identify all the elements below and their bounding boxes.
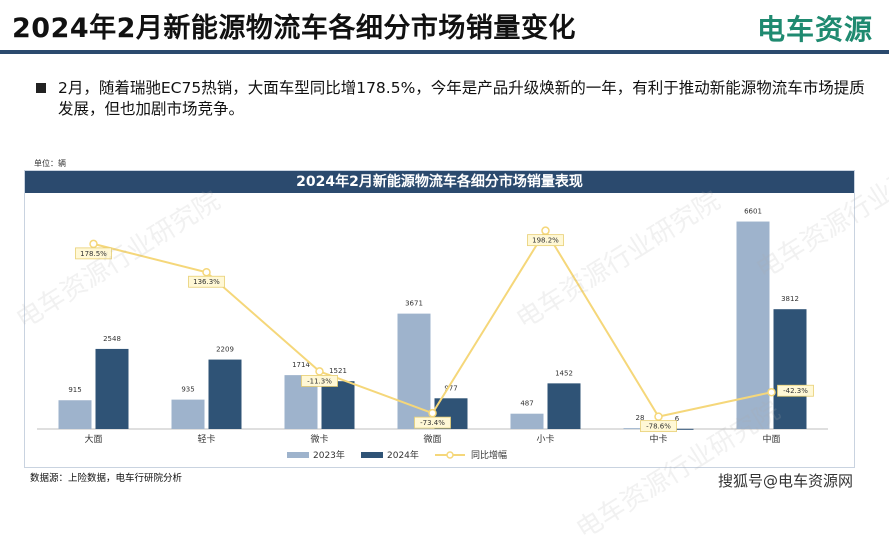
bar [58, 400, 92, 429]
x-tick-label: 大面 [84, 433, 102, 445]
growth-line [93, 228, 772, 418]
data-label: 1521 [329, 367, 347, 375]
data-label: 1714 [292, 361, 310, 369]
legend-swatch [287, 452, 309, 458]
x-tick-label: 轻卡 [197, 433, 215, 445]
line-label-box [75, 247, 112, 260]
bar [397, 313, 431, 429]
bar [773, 309, 807, 429]
bar [623, 428, 657, 430]
legend-label: 2024年 [387, 449, 419, 461]
sales-chart: 915 2548 大面 935 2209 轻卡 1714 1521 微卡 3671 977 微面 487… [37, 208, 828, 461]
x-tick-label: 中面 [762, 433, 780, 445]
bar [660, 428, 694, 430]
line-point [428, 408, 437, 418]
legend-label: 同比增幅 [471, 449, 507, 461]
bar [321, 381, 355, 429]
line-point [202, 267, 211, 277]
page-title: 2024年2月新能源物流车各细分市场销量变化 [12, 13, 576, 44]
data-label: 977 [444, 384, 457, 392]
summary-bullet: 2月，随着瑞驰EC75热销，大面车型同比增178.5%，今年是产品升级焕新的一年… [36, 78, 866, 120]
line-data-label: -73.4% [420, 419, 445, 427]
title-divider [0, 50, 889, 54]
bar [95, 348, 129, 429]
line-point [541, 226, 550, 235]
x-tick-label: 中卡 [649, 433, 667, 445]
line-point [315, 367, 324, 376]
chart-panel: 2024年2月新能源物流车各细分市场销量表现 915 2548 大面 935 2209 轻… [24, 170, 855, 468]
source-note: 数据源：上险数据，电车行研院分析 [30, 473, 183, 484]
line-data-label: -42.3% [783, 387, 808, 395]
unit-label: 单位：辆 [34, 159, 66, 168]
legend-marker-icon [446, 451, 454, 459]
data-label: 6601 [744, 208, 762, 216]
data-label: 1452 [555, 369, 573, 377]
line-point [89, 239, 98, 249]
line-label-box [777, 384, 814, 397]
summary-text: 2月，随着瑞驰EC75热销，大面车型同比增178.5%，今年是产品升级焕新的一年… [58, 79, 865, 118]
line-point [767, 387, 776, 397]
data-label: 3812 [781, 295, 799, 303]
data-label: 6 [675, 415, 680, 423]
line-label-box [301, 375, 338, 387]
line-data-label: -78.6% [646, 423, 671, 431]
data-label: 3671 [405, 300, 423, 308]
line-label-box [188, 275, 225, 288]
x-tick-label: 微卡 [310, 433, 328, 445]
bar [547, 383, 581, 429]
line-data-label: -11.3% [307, 377, 332, 385]
line-point [654, 412, 663, 421]
legend-label: 2023年 [313, 449, 345, 461]
line-data-label: 178.5% [80, 250, 107, 258]
bar [171, 399, 205, 429]
data-label: 2209 [216, 346, 234, 354]
data-label: 2548 [103, 335, 121, 343]
line-label-box [640, 420, 677, 433]
legend-swatch [361, 452, 383, 458]
x-tick-label: 微面 [423, 433, 441, 445]
data-label: 915 [68, 386, 81, 394]
data-label: 935 [181, 386, 194, 394]
line-data-label: 198.2% [532, 237, 559, 245]
x-tick-label: 小卡 [536, 433, 554, 445]
line-label-box [414, 416, 451, 429]
data-label: 28 [636, 414, 645, 422]
line-label-box [527, 234, 564, 247]
line-data-label: 136.3% [193, 278, 220, 286]
brand-logo: 电车资源 [756, 13, 873, 46]
chart-title: 2024年2月新能源物流车各细分市场销量表现 [25, 171, 854, 193]
bar [510, 413, 544, 429]
bullet-square-icon [36, 83, 46, 93]
bar [208, 359, 242, 429]
footer-credit: 搜狐号@电车资源网 [717, 472, 853, 490]
data-label: 487 [520, 400, 533, 408]
